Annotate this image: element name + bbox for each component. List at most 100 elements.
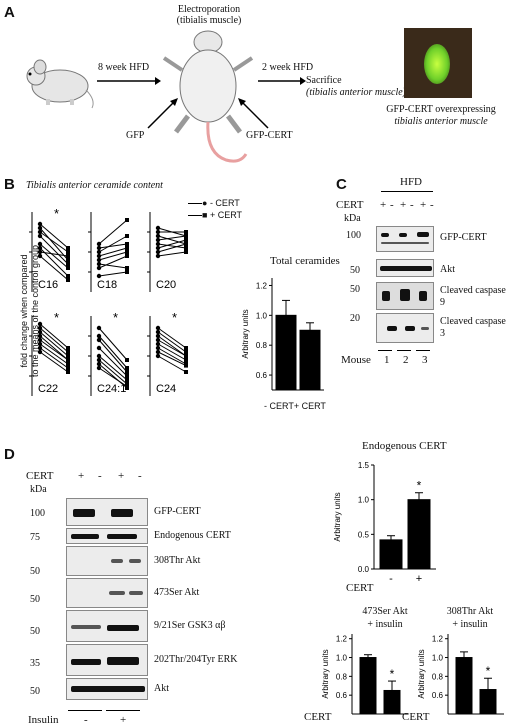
point-minus-cert xyxy=(155,245,161,251)
bar xyxy=(407,499,431,570)
endo-cert-title: Endogenous CERT xyxy=(362,440,447,452)
point-minus-cert xyxy=(96,337,102,343)
plot-label: C24 xyxy=(156,383,176,395)
point-minus-cert xyxy=(37,245,43,251)
point-minus-cert xyxy=(155,249,161,255)
point-minus-cert xyxy=(37,249,43,255)
significance-star: * xyxy=(54,310,59,325)
point-minus-cert xyxy=(155,353,161,359)
point-plus-cert xyxy=(184,346,188,350)
series-line xyxy=(157,239,187,249)
cert-label-308: CERT xyxy=(402,711,430,723)
point-plus-cert xyxy=(66,246,70,250)
point-plus-cert xyxy=(125,234,129,238)
x-tick-label: - xyxy=(486,706,490,716)
band xyxy=(71,534,99,539)
point-minus-cert xyxy=(155,253,161,259)
y-tick-label: 1.0 xyxy=(358,496,370,505)
marker-50: 50 xyxy=(30,566,40,577)
gfp-cert-label: GFP-CERT xyxy=(246,130,293,141)
point-minus-cert xyxy=(155,349,161,355)
point-minus-cert xyxy=(96,357,102,363)
point-minus-cert xyxy=(37,229,43,235)
point-plus-cert xyxy=(66,262,70,266)
series-line xyxy=(157,331,187,353)
point-plus-cert xyxy=(125,242,129,246)
blot-d-3 xyxy=(66,546,148,576)
series-line xyxy=(157,339,187,357)
point-minus-cert xyxy=(155,225,161,231)
point-plus-cert xyxy=(125,366,129,370)
insulin-minus: - xyxy=(84,714,88,726)
ceramide-plot-c16: C16 * xyxy=(29,208,70,292)
total-ceramides-title: Total ceramides xyxy=(270,255,340,267)
blot-akt-c xyxy=(376,259,434,277)
point-plus-cert xyxy=(184,354,188,358)
point-plus-cert xyxy=(66,362,70,366)
mouse-2: 2 xyxy=(403,354,409,366)
point-minus-cert xyxy=(96,353,102,359)
point-plus-cert xyxy=(66,266,70,270)
point-minus-cert xyxy=(155,233,161,239)
point-minus-cert xyxy=(96,265,102,271)
point-minus-cert xyxy=(155,345,161,351)
point-plus-cert xyxy=(66,354,70,358)
point-minus-cert xyxy=(37,241,43,247)
cert-label-473: CERT xyxy=(304,711,332,723)
gfp-fluorescence-image xyxy=(404,28,472,98)
point-plus-cert xyxy=(184,363,188,368)
y-tick-label: 1.2 xyxy=(336,635,348,644)
x-tick-label: - xyxy=(389,573,393,585)
series-line xyxy=(98,243,128,249)
series-line xyxy=(98,363,128,389)
series-line xyxy=(39,347,69,369)
ceramide-plot-c24: C24 * xyxy=(147,310,188,396)
band-label-d: Akt xyxy=(154,683,169,694)
band xyxy=(107,625,139,631)
cert-label-d: CERT xyxy=(26,470,54,482)
electroporation-label: Electroporation xyxy=(177,4,241,15)
plot-label: C16 xyxy=(38,279,58,291)
y-tick-label: 1.2 xyxy=(256,281,268,290)
insulin-label: Insulin xyxy=(28,714,59,726)
panel-a-label: A xyxy=(4,4,15,21)
point-minus-cert xyxy=(37,321,43,327)
significance-star: * xyxy=(172,310,177,325)
plot-label: C22 xyxy=(38,383,58,395)
y-tick-label: 1.5 xyxy=(358,461,370,470)
point-plus-cert xyxy=(184,350,188,354)
series-line xyxy=(39,351,69,373)
series-line xyxy=(157,335,187,357)
mouse-label: Mouse xyxy=(341,354,371,366)
point-minus-cert xyxy=(96,241,102,247)
series-line xyxy=(157,343,187,361)
point-minus-cert xyxy=(96,273,102,279)
plot-label: C24:1 xyxy=(97,383,126,395)
series-line xyxy=(98,247,128,257)
point-plus-cert xyxy=(125,250,129,254)
y-tick-label: 0.6 xyxy=(432,691,444,700)
gfp-caption-line2: tibialis anterior muscle xyxy=(394,116,488,127)
band xyxy=(107,534,137,539)
y-tick-label: 0.8 xyxy=(336,672,348,681)
y-tick-label: 1.0 xyxy=(336,654,348,663)
point-minus-cert xyxy=(96,257,102,263)
marker-50: 50 xyxy=(30,626,40,637)
blot-caspase3-c xyxy=(376,313,434,343)
point-plus-cert xyxy=(125,382,129,386)
series-line xyxy=(98,271,128,277)
series-line xyxy=(98,367,128,387)
point-plus-cert xyxy=(125,270,129,274)
hfd-8-week-label: 8 week HFD xyxy=(98,62,150,73)
ceramide-plot-c22: C22 * xyxy=(29,310,70,396)
point-plus-cert xyxy=(125,246,129,250)
tibialis-anterior-label: (tibialis anterior muscle) xyxy=(306,87,406,98)
legend-minus: ● - CERT xyxy=(188,198,240,208)
point-plus-cert xyxy=(66,370,70,374)
band xyxy=(109,591,125,595)
mouse-1: 1 xyxy=(384,354,390,366)
point-minus-cert xyxy=(96,249,102,255)
series-line xyxy=(157,351,187,367)
point-plus-cert xyxy=(184,238,188,242)
arrow-up-right-icon xyxy=(147,98,178,129)
